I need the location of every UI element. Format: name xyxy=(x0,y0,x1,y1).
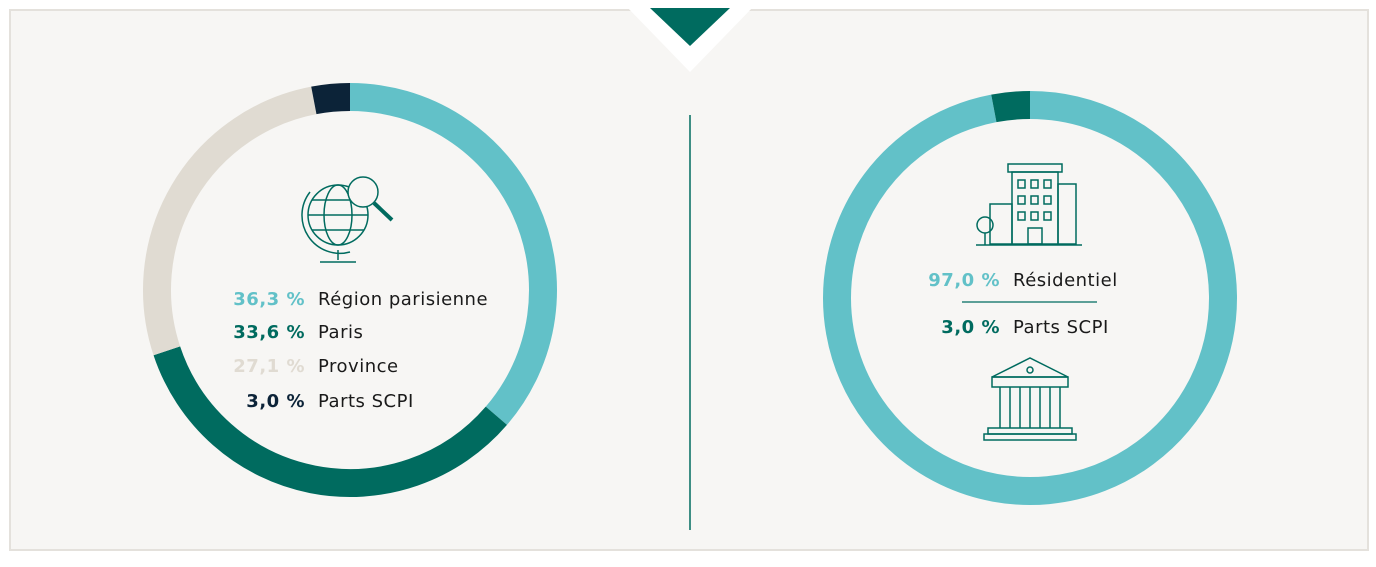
donut-segment xyxy=(143,86,317,356)
legend-label: Parts SCPI xyxy=(1013,317,1109,338)
value-label: 27,1 % xyxy=(233,356,305,377)
donut-segment xyxy=(991,91,1031,123)
globe-icon xyxy=(301,176,394,263)
value-label: 33,6 % xyxy=(233,322,305,343)
value-label: 3,0 % xyxy=(941,317,1000,338)
value-label: 36,3 % xyxy=(233,289,305,310)
donut-segment xyxy=(823,91,1237,505)
notch-arrow xyxy=(650,8,730,46)
donut-segment xyxy=(153,346,507,497)
panel xyxy=(9,9,1369,551)
value-label: 97,0 % xyxy=(928,270,1000,291)
legend-label: Paris xyxy=(318,322,363,343)
donut-segment xyxy=(311,83,351,115)
legend-label: Résidentiel xyxy=(1013,270,1118,291)
legend-label: Région parisienne xyxy=(318,289,488,310)
legend-label: Province xyxy=(318,356,399,377)
legend-label: Parts SCPI xyxy=(318,391,414,412)
building-icon xyxy=(976,163,1082,246)
donut-segment xyxy=(349,83,557,425)
bank-icon xyxy=(983,357,1077,441)
value-label: 3,0 % xyxy=(246,391,305,412)
